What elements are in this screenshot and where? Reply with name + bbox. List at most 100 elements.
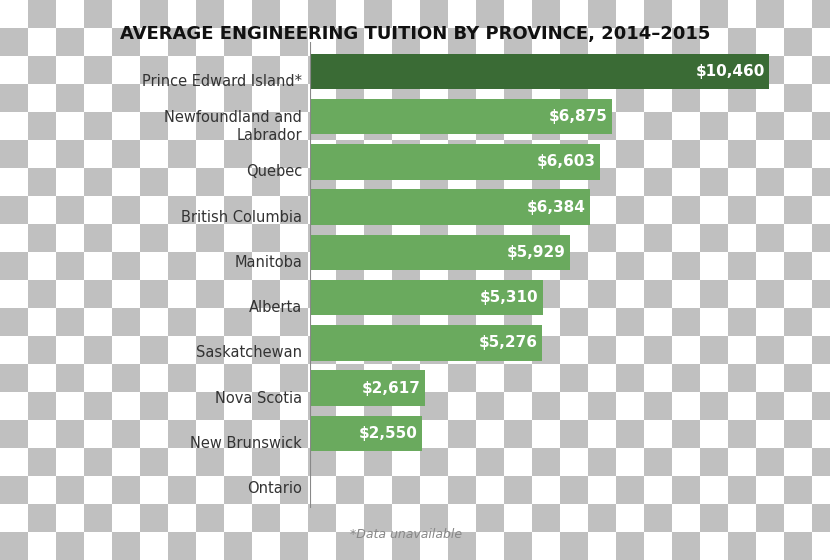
Bar [392,336,420,364]
Bar [504,448,532,476]
Bar [504,504,532,532]
Bar [364,420,392,448]
Bar [504,56,532,84]
Bar [784,364,812,392]
Bar [0,476,28,504]
Text: $2,617: $2,617 [362,381,421,395]
Bar [364,392,392,420]
Bar [0,420,28,448]
Bar [672,448,700,476]
Text: Quebec: Quebec [246,165,302,179]
Text: Manitoba: Manitoba [234,255,302,270]
Bar [56,28,84,56]
Bar [784,28,812,56]
Bar [784,448,812,476]
Bar [364,84,392,112]
Bar [784,84,812,112]
Bar [28,196,56,224]
Bar [28,224,56,252]
Bar [812,196,830,224]
Bar [588,140,616,168]
Bar [196,28,224,56]
Bar [588,364,616,392]
Bar [224,84,252,112]
Bar [420,252,448,280]
Bar [168,364,196,392]
Bar [532,168,560,196]
Text: $6,384: $6,384 [527,199,586,214]
Bar [644,532,672,560]
Bar [700,56,728,84]
Bar [448,112,476,140]
Bar [364,280,392,308]
Bar [560,56,588,84]
Bar [420,280,448,308]
Bar [420,140,448,168]
Bar [448,308,476,336]
Bar [756,308,784,336]
Text: AVERAGE ENGINEERING TUITION BY PROVINCE, 2014–2015: AVERAGE ENGINEERING TUITION BY PROVINCE,… [120,25,710,43]
Bar [420,336,448,364]
Bar [672,364,700,392]
Bar [112,476,140,504]
Bar [308,476,336,504]
Bar [84,112,112,140]
Bar [616,392,644,420]
Bar [532,504,560,532]
Bar [728,140,756,168]
Bar [532,196,560,224]
Bar [560,420,588,448]
Bar [56,56,84,84]
Bar [476,532,504,560]
Bar [310,371,425,406]
Bar [168,336,196,364]
Bar [308,252,336,280]
Bar [448,140,476,168]
Bar [196,168,224,196]
Bar [700,224,728,252]
Bar [336,336,364,364]
Bar [84,308,112,336]
Bar [700,112,728,140]
Bar [84,532,112,560]
Bar [504,532,532,560]
Bar [756,0,784,28]
Bar [616,0,644,28]
Bar [252,476,280,504]
Bar [700,0,728,28]
Bar [728,112,756,140]
Bar [728,448,756,476]
Bar [310,325,542,361]
Bar [616,224,644,252]
Bar [812,364,830,392]
Bar [28,448,56,476]
Bar [84,28,112,56]
Bar [224,252,252,280]
Bar [812,532,830,560]
Bar [700,168,728,196]
Bar [168,280,196,308]
Bar [224,504,252,532]
Bar [672,336,700,364]
Bar [644,196,672,224]
Bar [224,280,252,308]
Bar [616,112,644,140]
Bar [700,392,728,420]
Bar [672,112,700,140]
Bar [112,420,140,448]
Bar [196,476,224,504]
Bar [392,448,420,476]
Bar [672,0,700,28]
Bar [784,140,812,168]
Bar [672,252,700,280]
Bar [84,140,112,168]
Bar [616,252,644,280]
Bar [756,280,784,308]
Bar [560,0,588,28]
Bar [280,0,308,28]
Bar [700,280,728,308]
Bar [448,84,476,112]
Bar [252,196,280,224]
Bar [504,420,532,448]
Bar [56,532,84,560]
